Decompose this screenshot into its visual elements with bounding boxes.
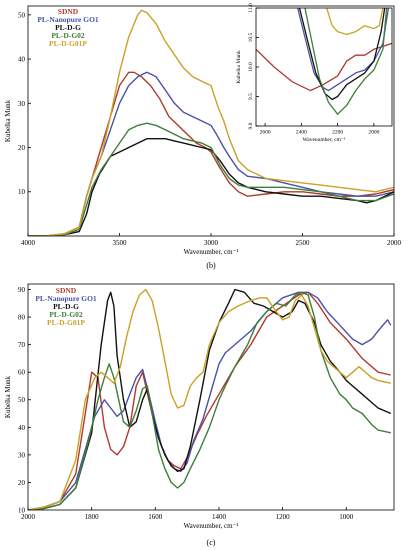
panel-b-spectrum-chart: 4000 3500 3000 2500 2000 10 20 30 40 50 Wavenumber… [4, 5, 402, 270]
series-line-2 [298, 8, 386, 101]
y-tick-label: 90 [18, 286, 26, 294]
plot-background [256, 8, 392, 126]
x-tick-label: 2200 [332, 130, 343, 136]
y-tick-label: 30 [18, 451, 26, 459]
series-line-4 [326, 8, 384, 36]
series-line-0 [28, 71, 394, 236]
x-tick-label: 2000 [387, 239, 402, 247]
x-tick-label: 1800 [85, 513, 100, 521]
x-tick-label: 2000 [368, 130, 379, 136]
y-tick-label: 10.5 [248, 32, 254, 42]
panel-label: (c) [207, 538, 216, 547]
y-tick-label: 10 [18, 506, 26, 514]
panel-b-inset-chart: 2600 2400 2200 2000 9.0 9.5 10.0 10.5 11.0 Wavenu… [236, 3, 393, 143]
series-line-4 [28, 288, 391, 510]
series-line-1 [297, 8, 390, 92]
legend-entry: PL-Nanopure GO1 [35, 294, 97, 303]
legend-entry: PL-D-G [53, 302, 79, 311]
x-tick-label: 2000 [21, 513, 36, 521]
x-axis-label: Wavenumber, cm⁻¹ [184, 248, 239, 256]
x-tick-label: 1600 [148, 513, 163, 521]
x-tick-label: 2400 [296, 130, 307, 136]
y-tick-label: 9.0 [248, 122, 254, 129]
y-axis-label: Kubelka Munk [236, 50, 242, 83]
legend-entry: PL-D-G02 [49, 310, 83, 319]
x-tick-label: 3000 [204, 239, 219, 247]
legend-entry: SDND [56, 286, 77, 295]
series-line-2 [28, 288, 392, 510]
y-tick-label: 30 [18, 100, 26, 108]
y-tick-label: 40 [18, 424, 26, 432]
x-tick-label: 3500 [113, 239, 128, 247]
panel-c-spectrum-chart: 2000 1800 1600 1400 1200 1000 10 20 30 40 50 60 70 80… [4, 283, 395, 547]
y-tick-label: 40 [18, 56, 26, 64]
y-tick-label: 10 [18, 188, 26, 196]
legend-entry: PL-D-G02 [51, 31, 85, 40]
panel-label: (b) [206, 261, 216, 270]
y-tick-label: 50 [18, 396, 26, 404]
series-line-4 [28, 9, 394, 236]
y-tick-label: 60 [18, 369, 26, 377]
plot-frame [27, 283, 395, 511]
y-tick-label: 50 [18, 11, 26, 19]
series-line-2 [28, 138, 394, 236]
x-tick-label: 4000 [21, 239, 36, 247]
x-tick-label: 2500 [296, 239, 311, 247]
series-line-1 [28, 291, 392, 510]
series-line-3 [28, 291, 391, 510]
x-axis-label: Wavenumber, cm⁻¹ [184, 522, 239, 530]
y-axis-label: Kubelka Munk [4, 375, 12, 418]
legend-entry: PL-D-G01P [47, 318, 85, 327]
x-tick-label: 1400 [212, 513, 227, 521]
y-axis-label: Kubelka Munk [4, 99, 12, 142]
y-tick-label: 80 [18, 314, 26, 322]
y-tick-label: 70 [18, 341, 26, 349]
y-tick-label: 10.0 [248, 62, 254, 72]
legend-entry: PL-D-G [55, 23, 81, 32]
y-tick-label: 11.0 [248, 3, 254, 13]
series-line-3 [28, 122, 394, 236]
y-tick-label: 20 [18, 144, 26, 152]
series-line-3 [304, 8, 388, 115]
y-tick-label: 20 [18, 479, 26, 487]
x-tick-label: 1200 [276, 513, 291, 521]
legend-entry: SDND [58, 7, 79, 16]
x-axis-label: Wavenumber, cm⁻¹ [303, 137, 346, 143]
x-tick-label: 2600 [260, 130, 271, 136]
series-line-0 [256, 42, 392, 92]
legend-entry: PL-D-G01P [49, 39, 87, 48]
x-tick-label: 1000 [339, 513, 354, 521]
legend-entry: PL-Nanopure GO1 [37, 15, 99, 24]
series-line-0 [28, 291, 391, 510]
y-tick-label: 9.5 [248, 93, 254, 100]
